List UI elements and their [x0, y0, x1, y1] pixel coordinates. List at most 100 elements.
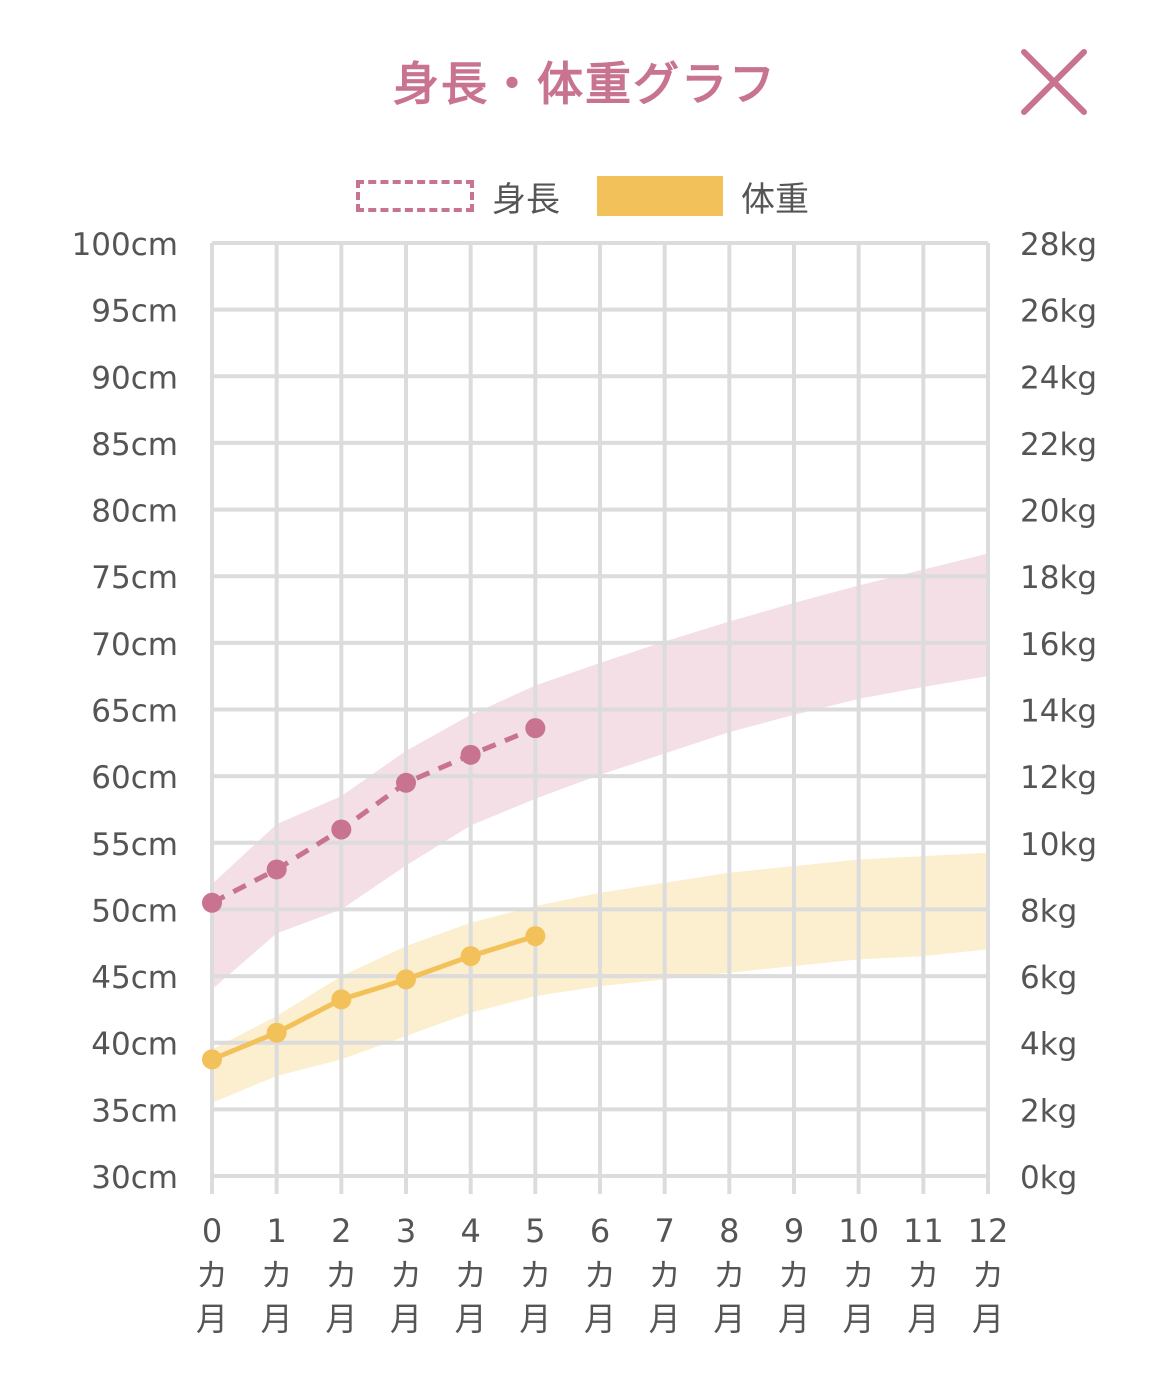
legend-label-height: 身長 — [492, 179, 560, 220]
legend-swatch-weight — [597, 176, 723, 216]
x-axis-tick-label: 9 — [784, 1212, 804, 1250]
left-axis-tick-label: 50cm — [91, 893, 178, 929]
x-axis-tick-label: 10 — [838, 1212, 879, 1250]
data-point-height — [266, 859, 287, 880]
right-axis-ticks: 28kg 26kg 24kg 22kg 20kg 18kg 16kg 14kg 12kg 10kg… — [1020, 227, 1097, 1196]
series-lines — [210, 725, 537, 1062]
x-axis-tick-suffix: 月 — [972, 1300, 1004, 1338]
x-axis-tick-suffix: カ — [261, 1256, 293, 1294]
x-axis-tick-suffix: カ — [907, 1256, 939, 1294]
x-axis-tick-suffix: 月 — [778, 1300, 810, 1338]
x-axis-tick-suffix: 月 — [455, 1300, 487, 1338]
x-axis-tick-suffix: カ — [519, 1256, 551, 1294]
x-axis-tick-suffix: カ — [843, 1256, 875, 1294]
reference-band-weight — [212, 852, 988, 1103]
legend-label-weight: 体重 — [741, 179, 809, 220]
right-axis-tick-label: 28kg — [1020, 227, 1097, 263]
x-axis-tick-suffix: 月 — [584, 1300, 616, 1338]
data-point-weight — [460, 946, 481, 967]
x-axis-tick-label: 4 — [460, 1212, 480, 1250]
legend-item-weight: 体重 — [597, 168, 809, 224]
left-axis-tick-label: 55cm — [91, 827, 178, 863]
series-line-height — [210, 725, 537, 905]
right-axis-tick-label: 6kg — [1020, 960, 1077, 996]
left-axis-ticks: 100cm 95cm 90cm 85cm 80cm 75cm 70cm 65cm 60cm 55c… — [72, 227, 178, 1196]
reference-band-height — [212, 553, 988, 990]
x-axis-tick-label: 2 — [331, 1212, 351, 1250]
x-axis-tick-suffix: カ — [455, 1256, 487, 1294]
data-point-height — [331, 819, 352, 840]
right-axis-tick-label: 22kg — [1020, 427, 1097, 463]
x-axis-tick-label: 6 — [590, 1212, 610, 1250]
page-title: 身長・体重グラフ — [393, 57, 777, 111]
data-point-weight — [202, 1049, 222, 1070]
chart-grid — [210, 241, 990, 1194]
right-axis-tick-label: 0kg — [1020, 1160, 1077, 1196]
data-point-height — [525, 718, 546, 739]
legend-swatch-height — [356, 180, 474, 212]
reference-bands — [212, 553, 988, 1103]
data-point-height — [460, 744, 481, 765]
left-axis-tick-label: 80cm — [91, 494, 178, 530]
x-axis-tick-suffix: カ — [778, 1256, 810, 1294]
x-axis-tick-label: 11 — [903, 1212, 944, 1250]
x-axis-tick-suffix: 月 — [325, 1300, 357, 1338]
left-axis-tick-label: 90cm — [91, 360, 178, 396]
close-icon — [1021, 49, 1087, 115]
x-axis-tick-suffix: 月 — [519, 1300, 551, 1338]
x-axis-tick-suffix: カ — [649, 1256, 681, 1294]
data-point-weight — [525, 926, 546, 947]
x-axis-tick-suffix: 月 — [261, 1300, 293, 1338]
x-axis-tick-suffix: 月 — [649, 1300, 681, 1338]
x-axis-tick-suffix: カ — [196, 1256, 228, 1294]
left-axis-tick-label: 30cm — [91, 1160, 178, 1196]
data-point-weight — [266, 1022, 287, 1043]
data-point-height — [202, 892, 222, 913]
right-axis-tick-label: 8kg — [1020, 893, 1077, 929]
right-axis-tick-label: 20kg — [1020, 494, 1097, 530]
right-axis-tick-label: 4kg — [1020, 1027, 1077, 1063]
right-axis-tick-label: 26kg — [1020, 294, 1097, 330]
right-axis-tick-label: 14kg — [1020, 694, 1097, 730]
left-axis-tick-label: 75cm — [91, 560, 178, 596]
x-axis-tick-suffix: カ — [325, 1256, 357, 1294]
x-axis-tick-suffix: カ — [584, 1256, 616, 1294]
x-axis-tick-label: 0 — [202, 1212, 222, 1250]
data-point-weight — [396, 969, 416, 990]
x-axis-tick-label: 7 — [654, 1212, 674, 1250]
left-axis-tick-label: 40cm — [91, 1027, 178, 1063]
x-axis-ticks: 0カ月1カ月2カ月3カ月4カ月5カ月6カ月7カ月8カ月9カ月10カ月11カ月12… — [196, 1212, 1008, 1338]
x-axis-tick-label: 5 — [525, 1212, 545, 1250]
right-axis-tick-label: 10kg — [1020, 827, 1097, 863]
header: 身長・体重グラフ — [0, 0, 1170, 150]
legend-item-height: 身長 — [356, 168, 560, 224]
x-axis-tick-suffix: 月 — [713, 1300, 745, 1338]
left-axis-tick-label: 85cm — [91, 427, 178, 463]
x-axis-tick-label: 1 — [266, 1212, 286, 1250]
chart-legend: 身長 体重 — [0, 168, 1170, 224]
left-axis-tick-label: 45cm — [91, 960, 178, 996]
x-axis-tick-suffix: 月 — [843, 1300, 875, 1338]
left-axis-tick-label: 100cm — [72, 227, 178, 263]
right-axis-tick-label: 24kg — [1020, 360, 1097, 396]
close-button[interactable] — [1016, 44, 1092, 120]
right-axis-tick-label: 18kg — [1020, 560, 1097, 596]
right-axis-tick-label: 12kg — [1020, 760, 1097, 796]
left-axis-tick-label: 60cm — [91, 760, 178, 796]
left-axis-tick-label: 65cm — [91, 694, 178, 730]
data-point-height — [396, 772, 416, 793]
x-axis-tick-suffix: 月 — [196, 1300, 228, 1338]
right-axis-tick-label: 2kg — [1020, 1093, 1077, 1129]
right-axis-tick-label: 16kg — [1020, 627, 1097, 663]
x-axis-tick-label: 12 — [968, 1212, 1009, 1250]
data-point-weight — [331, 989, 352, 1010]
left-axis-tick-label: 35cm — [91, 1093, 178, 1129]
x-axis-tick-label: 8 — [719, 1212, 739, 1250]
series-points — [202, 718, 546, 1070]
x-axis-tick-suffix: カ — [713, 1256, 745, 1294]
x-axis-tick-suffix: カ — [972, 1256, 1004, 1294]
left-axis-tick-label: 70cm — [91, 627, 178, 663]
x-axis-tick-suffix: カ — [390, 1256, 422, 1294]
x-axis-tick-suffix: 月 — [390, 1300, 422, 1338]
x-axis-tick-suffix: 月 — [907, 1300, 939, 1338]
